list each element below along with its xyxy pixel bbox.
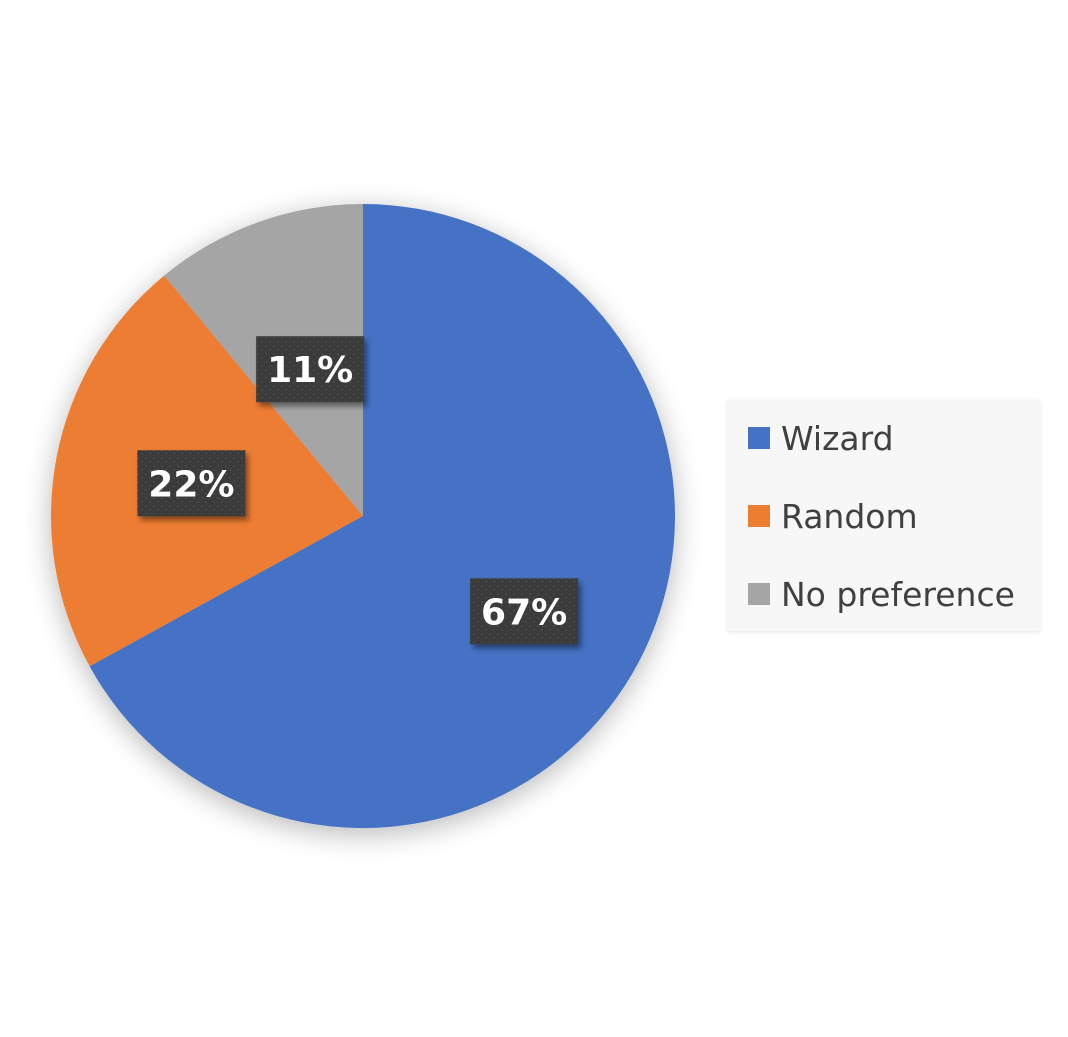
legend: Wizard Random No preference (727, 400, 1040, 631)
legend-swatch (748, 505, 770, 527)
data-label-box (137, 450, 246, 517)
data-label-text: 22% (148, 464, 234, 505)
pie-data-labels: 67% 22% 11% (137, 336, 579, 645)
data-label-no-preference: 11% (256, 336, 365, 403)
legend-entry-no-preference: No preference (748, 575, 1015, 614)
data-label-box (256, 336, 365, 403)
data-label-text: 11% (267, 350, 353, 391)
data-label-random: 22% (137, 450, 246, 517)
data-label-box (470, 578, 579, 645)
legend-label: Random (781, 497, 918, 536)
data-label-wizard: 67% (470, 578, 579, 645)
legend-label: No preference (781, 575, 1015, 614)
legend-swatch (748, 583, 770, 605)
data-label-text: 67% (481, 592, 567, 633)
legend-swatch (748, 427, 770, 449)
legend-entry-wizard: Wizard (748, 419, 894, 458)
pie-slice-wizard (89, 204, 676, 828)
legend-label: Wizard (781, 419, 894, 458)
legend-background (727, 400, 1040, 631)
legend-entry-random: Random (748, 497, 918, 536)
